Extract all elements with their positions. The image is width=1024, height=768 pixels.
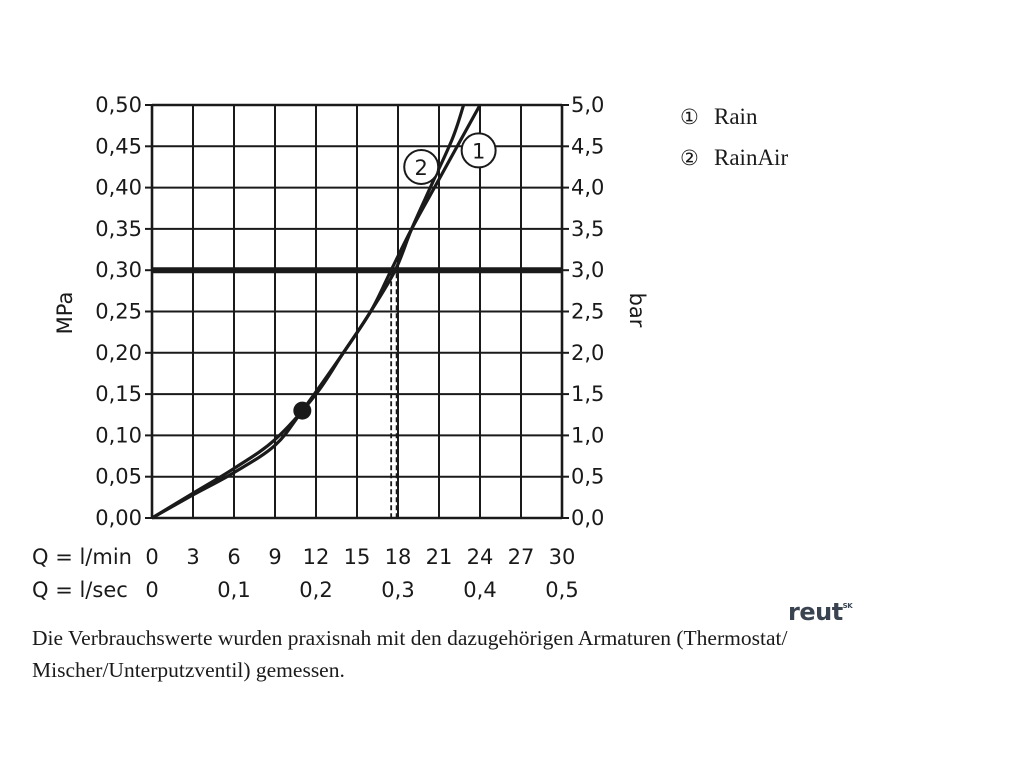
legend-label-rain: Rain — [714, 104, 758, 129]
x-tick-label-lmin: 15 — [344, 545, 371, 569]
legend-label-rainair: RainAir — [714, 145, 789, 170]
y-right-tick-label: 3,5 — [571, 217, 604, 241]
logo-text: reut — [788, 598, 843, 626]
y-left-tick-label: 0,10 — [95, 423, 142, 447]
x-row-label-lsec: Q = l/sec — [32, 578, 128, 602]
x-tick-label-lmin: 3 — [186, 545, 199, 569]
legend-num-2: ② — [680, 146, 699, 170]
operating-point — [293, 401, 312, 420]
x-tick-label-lsec: 0,3 — [381, 578, 414, 602]
x-tick-label-lmin: 21 — [426, 545, 453, 569]
x-tick-label-lmin: 0 — [145, 545, 158, 569]
series-layer: 12 — [151, 104, 497, 520]
x-tick-label-lsec: 0,2 — [299, 578, 332, 602]
grid — [145, 103, 569, 520]
caption-text: Die Verbrauchswerte wurden praxisnah mit… — [32, 626, 788, 682]
x-tick-label-lmin: 24 — [467, 545, 494, 569]
x-tick-label-lmin: 18 — [385, 545, 412, 569]
y-right-tick-label: 1,5 — [571, 382, 604, 406]
x-tick-label-lsec: 0 — [145, 578, 158, 602]
x-row-label-lmin: Q = l/min — [32, 545, 132, 569]
legend-item-rainair: ② RainAir — [680, 143, 788, 184]
x-tick-label-lmin: 30 — [549, 545, 576, 569]
x-tick-label-lsec: 0,4 — [463, 578, 496, 602]
y-right-tick-label: 2,0 — [571, 341, 604, 365]
x-tick-label-lmin: 9 — [268, 545, 281, 569]
y-left-tick-label: 0,05 — [95, 465, 142, 489]
x-tick-label-lmin: 27 — [508, 545, 535, 569]
y-left-tick-label: 0,00 — [95, 506, 142, 530]
y-right-tick-label: 1,0 — [571, 423, 604, 447]
series-marker-label-1: 1 — [472, 139, 485, 163]
y-right-tick-label: 4,0 — [571, 176, 604, 200]
logo-sup: SK — [842, 602, 853, 610]
y-left-tick-label: 0,15 — [95, 382, 142, 406]
series-line-2 — [151, 104, 466, 520]
tick-label-layer: 0,000,050,100,150,200,250,300,350,400,45… — [95, 93, 604, 602]
legend-num-1: ① — [680, 105, 699, 129]
x-tick-label-lsec: 0,5 — [545, 578, 578, 602]
y-left-tick-label: 0,20 — [95, 341, 142, 365]
y-left-tick-label: 0,30 — [95, 258, 142, 282]
y-left-tick-label: 0,50 — [95, 93, 142, 117]
y-right-tick-label: 4,5 — [571, 134, 604, 158]
series-marker-circle-2 — [403, 148, 440, 185]
y-left-tick-label: 0,45 — [95, 134, 142, 158]
x-tick-label-lmin: 12 — [303, 545, 330, 569]
y-right-tick-label: 3,0 — [571, 258, 604, 282]
x-tick-label-lsec: 0,1 — [217, 578, 250, 602]
series-marker-circle-1 — [460, 132, 497, 169]
brand-logo: reutSK — [788, 598, 853, 626]
y-left-tick-label: 0,25 — [95, 300, 142, 324]
legend: ① Rain ② RainAir — [680, 102, 788, 184]
y-right-tick-label: 0,5 — [571, 465, 604, 489]
y-left-tick-label: 0,35 — [95, 217, 142, 241]
y-right-tick-label: 0,0 — [571, 506, 604, 530]
y-left-axis-title: MPa — [53, 292, 77, 335]
legend-item-rain: ① Rain — [680, 102, 788, 143]
y-right-tick-label: 2,5 — [571, 300, 604, 324]
series-marker-label-2: 2 — [415, 156, 428, 180]
x-tick-label-lmin: 6 — [227, 545, 240, 569]
y-right-axis-title: bar — [625, 293, 649, 328]
y-left-tick-label: 0,40 — [95, 176, 142, 200]
reference-line-layer — [152, 267, 562, 518]
y-right-tick-label: 5,0 — [571, 93, 604, 117]
